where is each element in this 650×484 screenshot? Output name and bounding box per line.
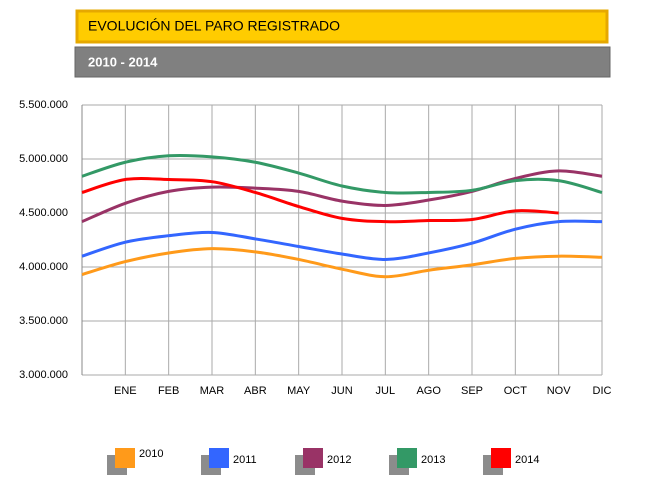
y-tick-label: 5.500.000 [19, 99, 68, 111]
series-line [81, 219, 603, 261]
x-tick-label: MAY [287, 385, 311, 397]
y-tick-label: 5.000.000 [19, 153, 68, 165]
y-tick-label: 4.500.000 [19, 207, 68, 219]
series-line [81, 169, 603, 224]
x-tick-label: ENE [114, 385, 137, 397]
series-line [81, 153, 603, 195]
x-tick-label: MAR [200, 385, 225, 397]
legend-swatch [303, 448, 323, 468]
legend-swatch [397, 448, 417, 468]
x-tick-label: NOV [547, 385, 572, 397]
legend-label: 2012 [327, 454, 351, 466]
y-tick-label: 3.000.000 [19, 369, 68, 381]
series-line [81, 247, 603, 279]
legend-label: 2011 [233, 454, 257, 466]
legend-label: 2010 [139, 448, 163, 460]
subtitle-box [74, 46, 611, 78]
x-tick-label: AGO [416, 385, 441, 397]
legend-label: 2013 [421, 454, 445, 466]
series-line [81, 176, 559, 224]
legend-swatch [491, 448, 511, 468]
x-tick-label: JUL [376, 385, 396, 397]
x-tick-label: ABR [244, 385, 267, 397]
x-tick-label: SEP [461, 385, 483, 397]
legend-label: 2014 [515, 454, 539, 466]
chart-subtitle: 2010 - 2014 [88, 54, 158, 69]
title-box [75, 9, 609, 44]
legend-swatch [209, 448, 229, 468]
x-tick-label: FEB [158, 385, 179, 397]
x-tick-label: JUN [331, 385, 352, 397]
x-tick-label: OCT [504, 385, 528, 397]
chart-title: EVOLUCIÓN DEL PARO REGISTRADO [88, 18, 340, 34]
x-tick-label: DIC [593, 385, 612, 397]
y-tick-label: 4.000.000 [19, 261, 68, 273]
y-tick-label: 3.500.000 [19, 315, 68, 327]
legend-swatch [115, 448, 135, 468]
